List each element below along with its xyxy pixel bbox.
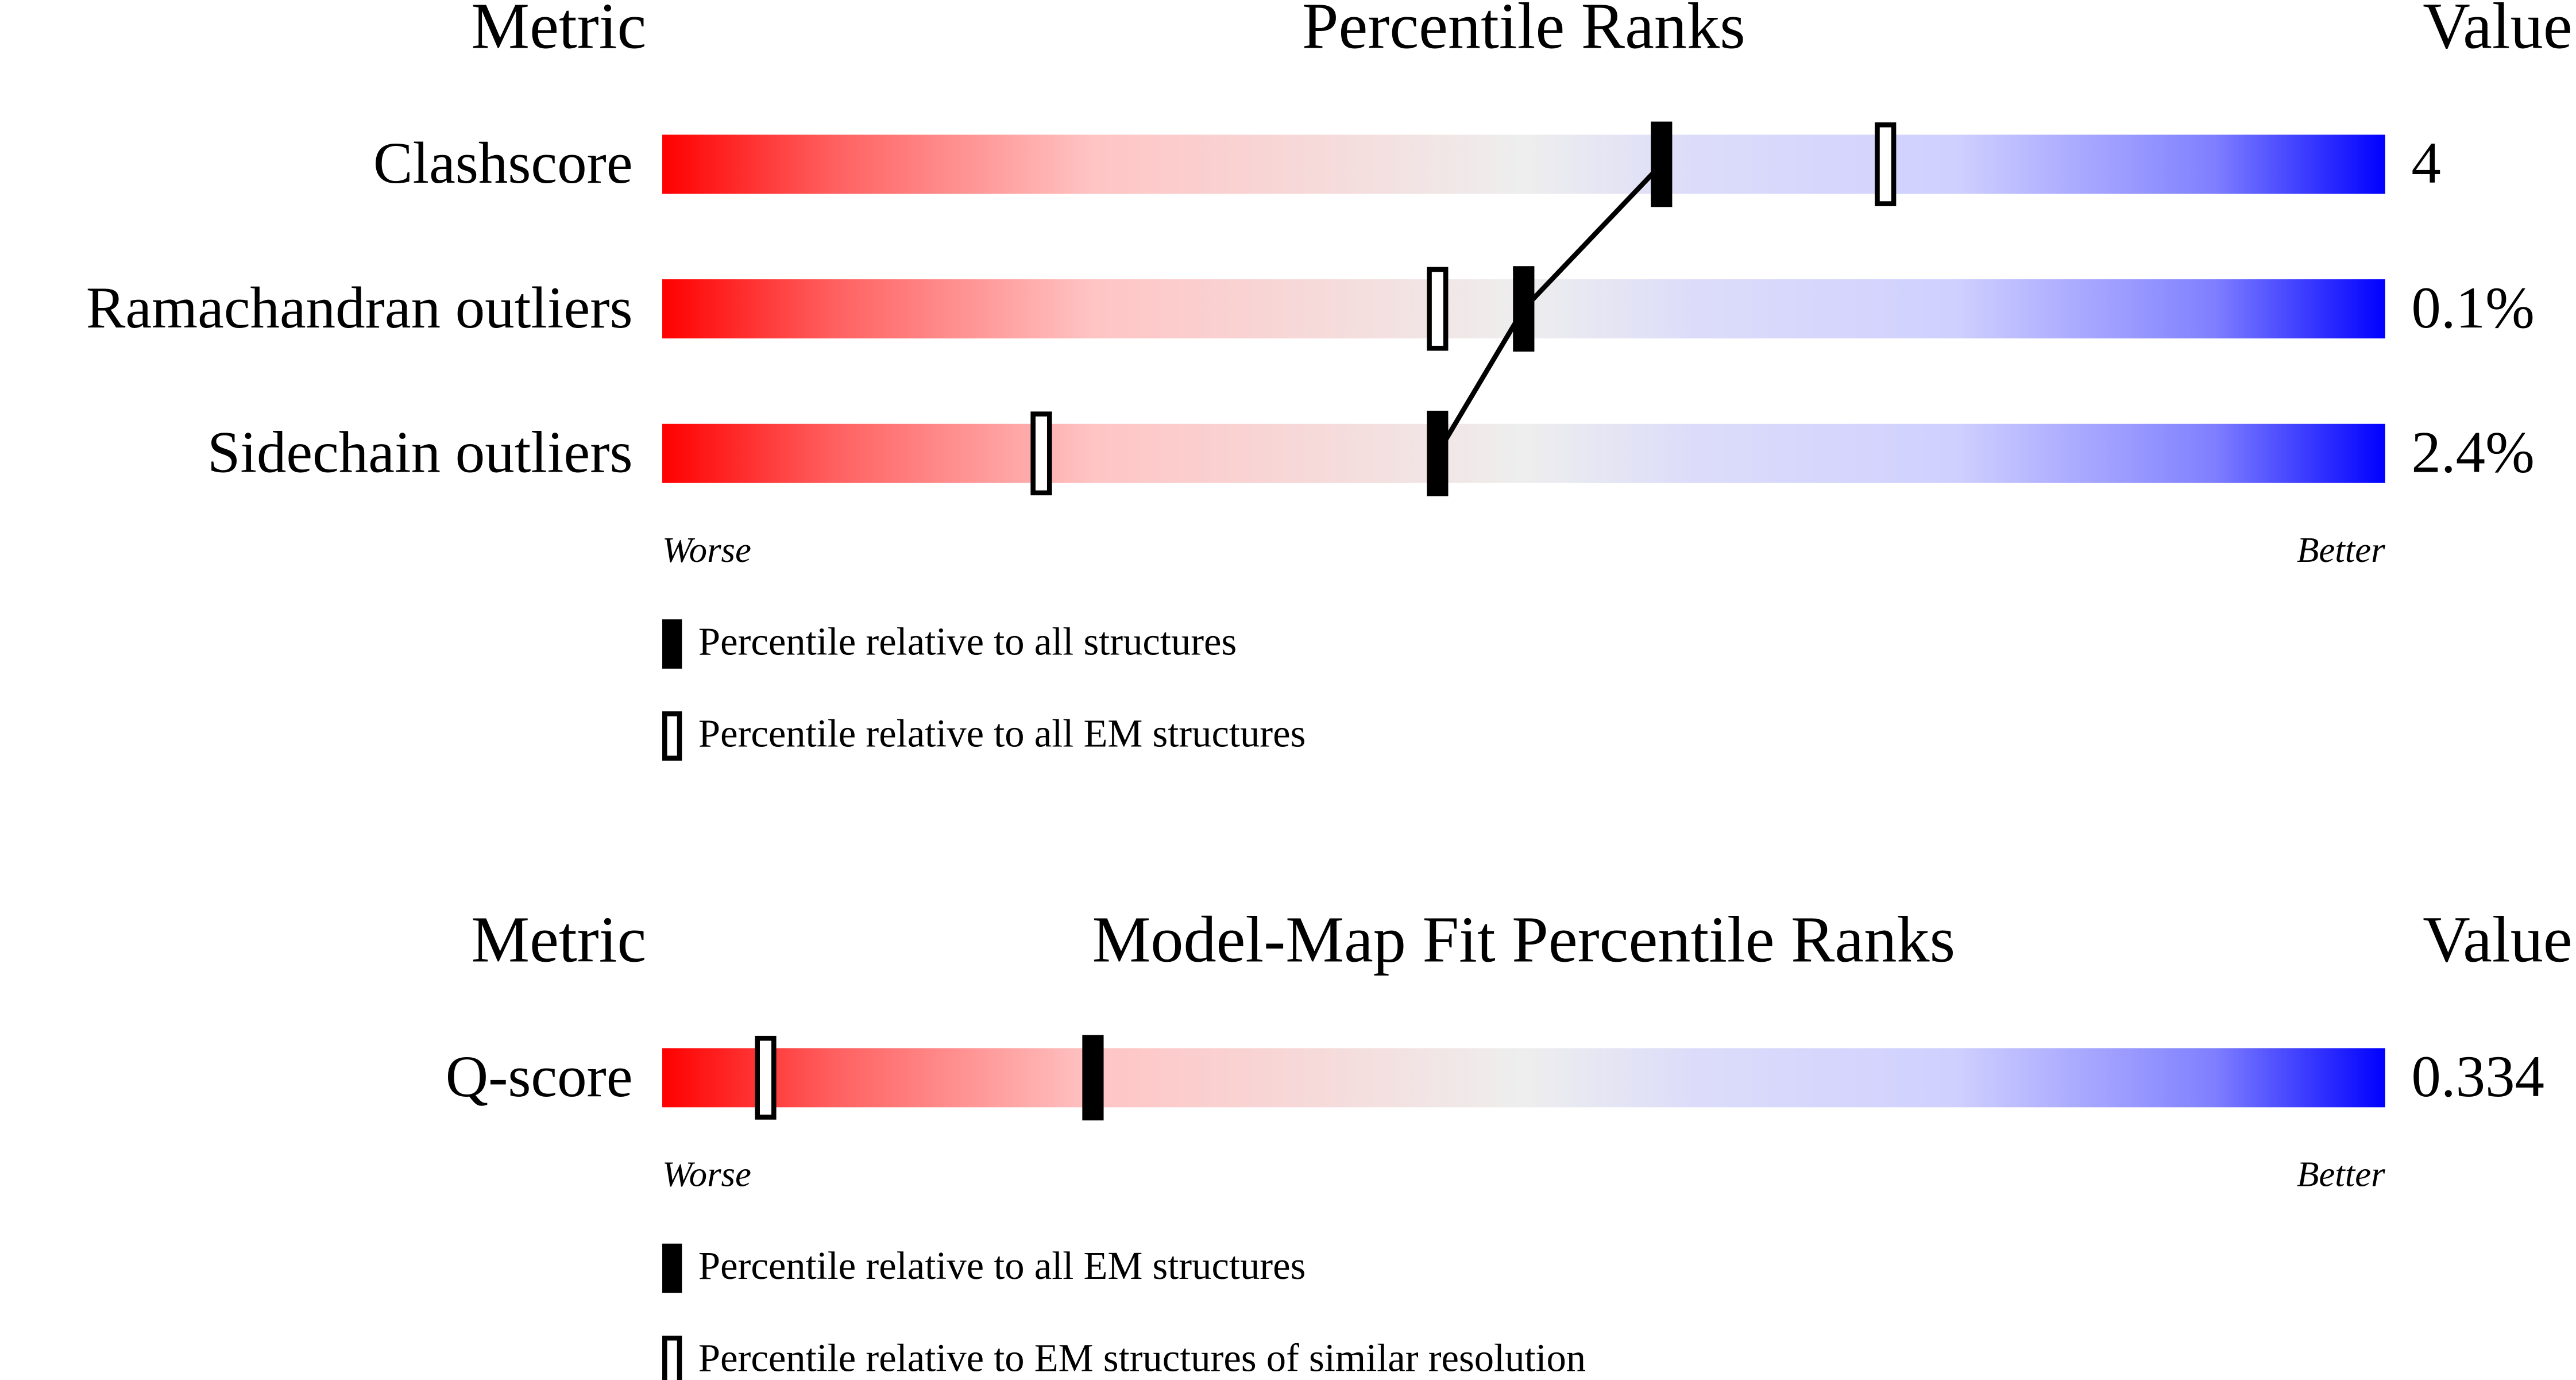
row-label: Sidechain outliers bbox=[207, 419, 632, 485]
legend-swatch bbox=[662, 1243, 682, 1293]
percentile-marker bbox=[1082, 1035, 1104, 1121]
metric-value: 0.1% bbox=[2411, 275, 2534, 341]
percentile-marker bbox=[1513, 266, 1535, 352]
metric-value: 0.334 bbox=[2411, 1044, 2544, 1109]
high-label: Better bbox=[2297, 530, 2385, 570]
percentile-marker-open bbox=[1875, 122, 1897, 206]
percentile-marker-open bbox=[1030, 411, 1052, 496]
gradient-bar bbox=[662, 134, 2385, 194]
low-label: Worse bbox=[662, 530, 751, 570]
legend-label: Percentile relative to all EM structures bbox=[698, 712, 1306, 755]
legend-swatch-open bbox=[662, 1335, 682, 1380]
legend-label: Percentile relative to EM structures of … bbox=[698, 1336, 1586, 1379]
row-label: Q-score bbox=[446, 1044, 633, 1109]
gradient-bar bbox=[662, 1048, 2385, 1108]
legend-swatch bbox=[662, 619, 682, 669]
metric-header: Metric bbox=[471, 0, 646, 62]
legend-label: Percentile relative to all structures bbox=[698, 620, 1237, 664]
row-label: Clashscore bbox=[373, 130, 633, 196]
chart-title: Model-Map Fit Percentile Ranks bbox=[1092, 903, 1956, 976]
percentile-marker bbox=[1427, 410, 1449, 496]
legend-label: Percentile relative to all EM structures bbox=[698, 1244, 1306, 1288]
low-label: Worse bbox=[662, 1154, 751, 1194]
percentile-marker-open bbox=[755, 1035, 777, 1120]
metric-value: 2.4% bbox=[2411, 419, 2534, 485]
metric-header: Metric bbox=[471, 903, 646, 976]
metric-value: 4 bbox=[2411, 130, 2440, 196]
high-label: Better bbox=[2297, 1154, 2385, 1194]
chart-title: Percentile Ranks bbox=[1302, 0, 1745, 62]
value-header: Value bbox=[2423, 903, 2572, 976]
row-label: Ramachandran outliers bbox=[86, 275, 633, 341]
legend-swatch-open bbox=[662, 711, 682, 761]
value-header: Value bbox=[2423, 0, 2572, 62]
percentile-marker bbox=[1651, 121, 1673, 207]
gradient-bar bbox=[662, 423, 2385, 483]
percentile-marker-open bbox=[1427, 267, 1449, 351]
